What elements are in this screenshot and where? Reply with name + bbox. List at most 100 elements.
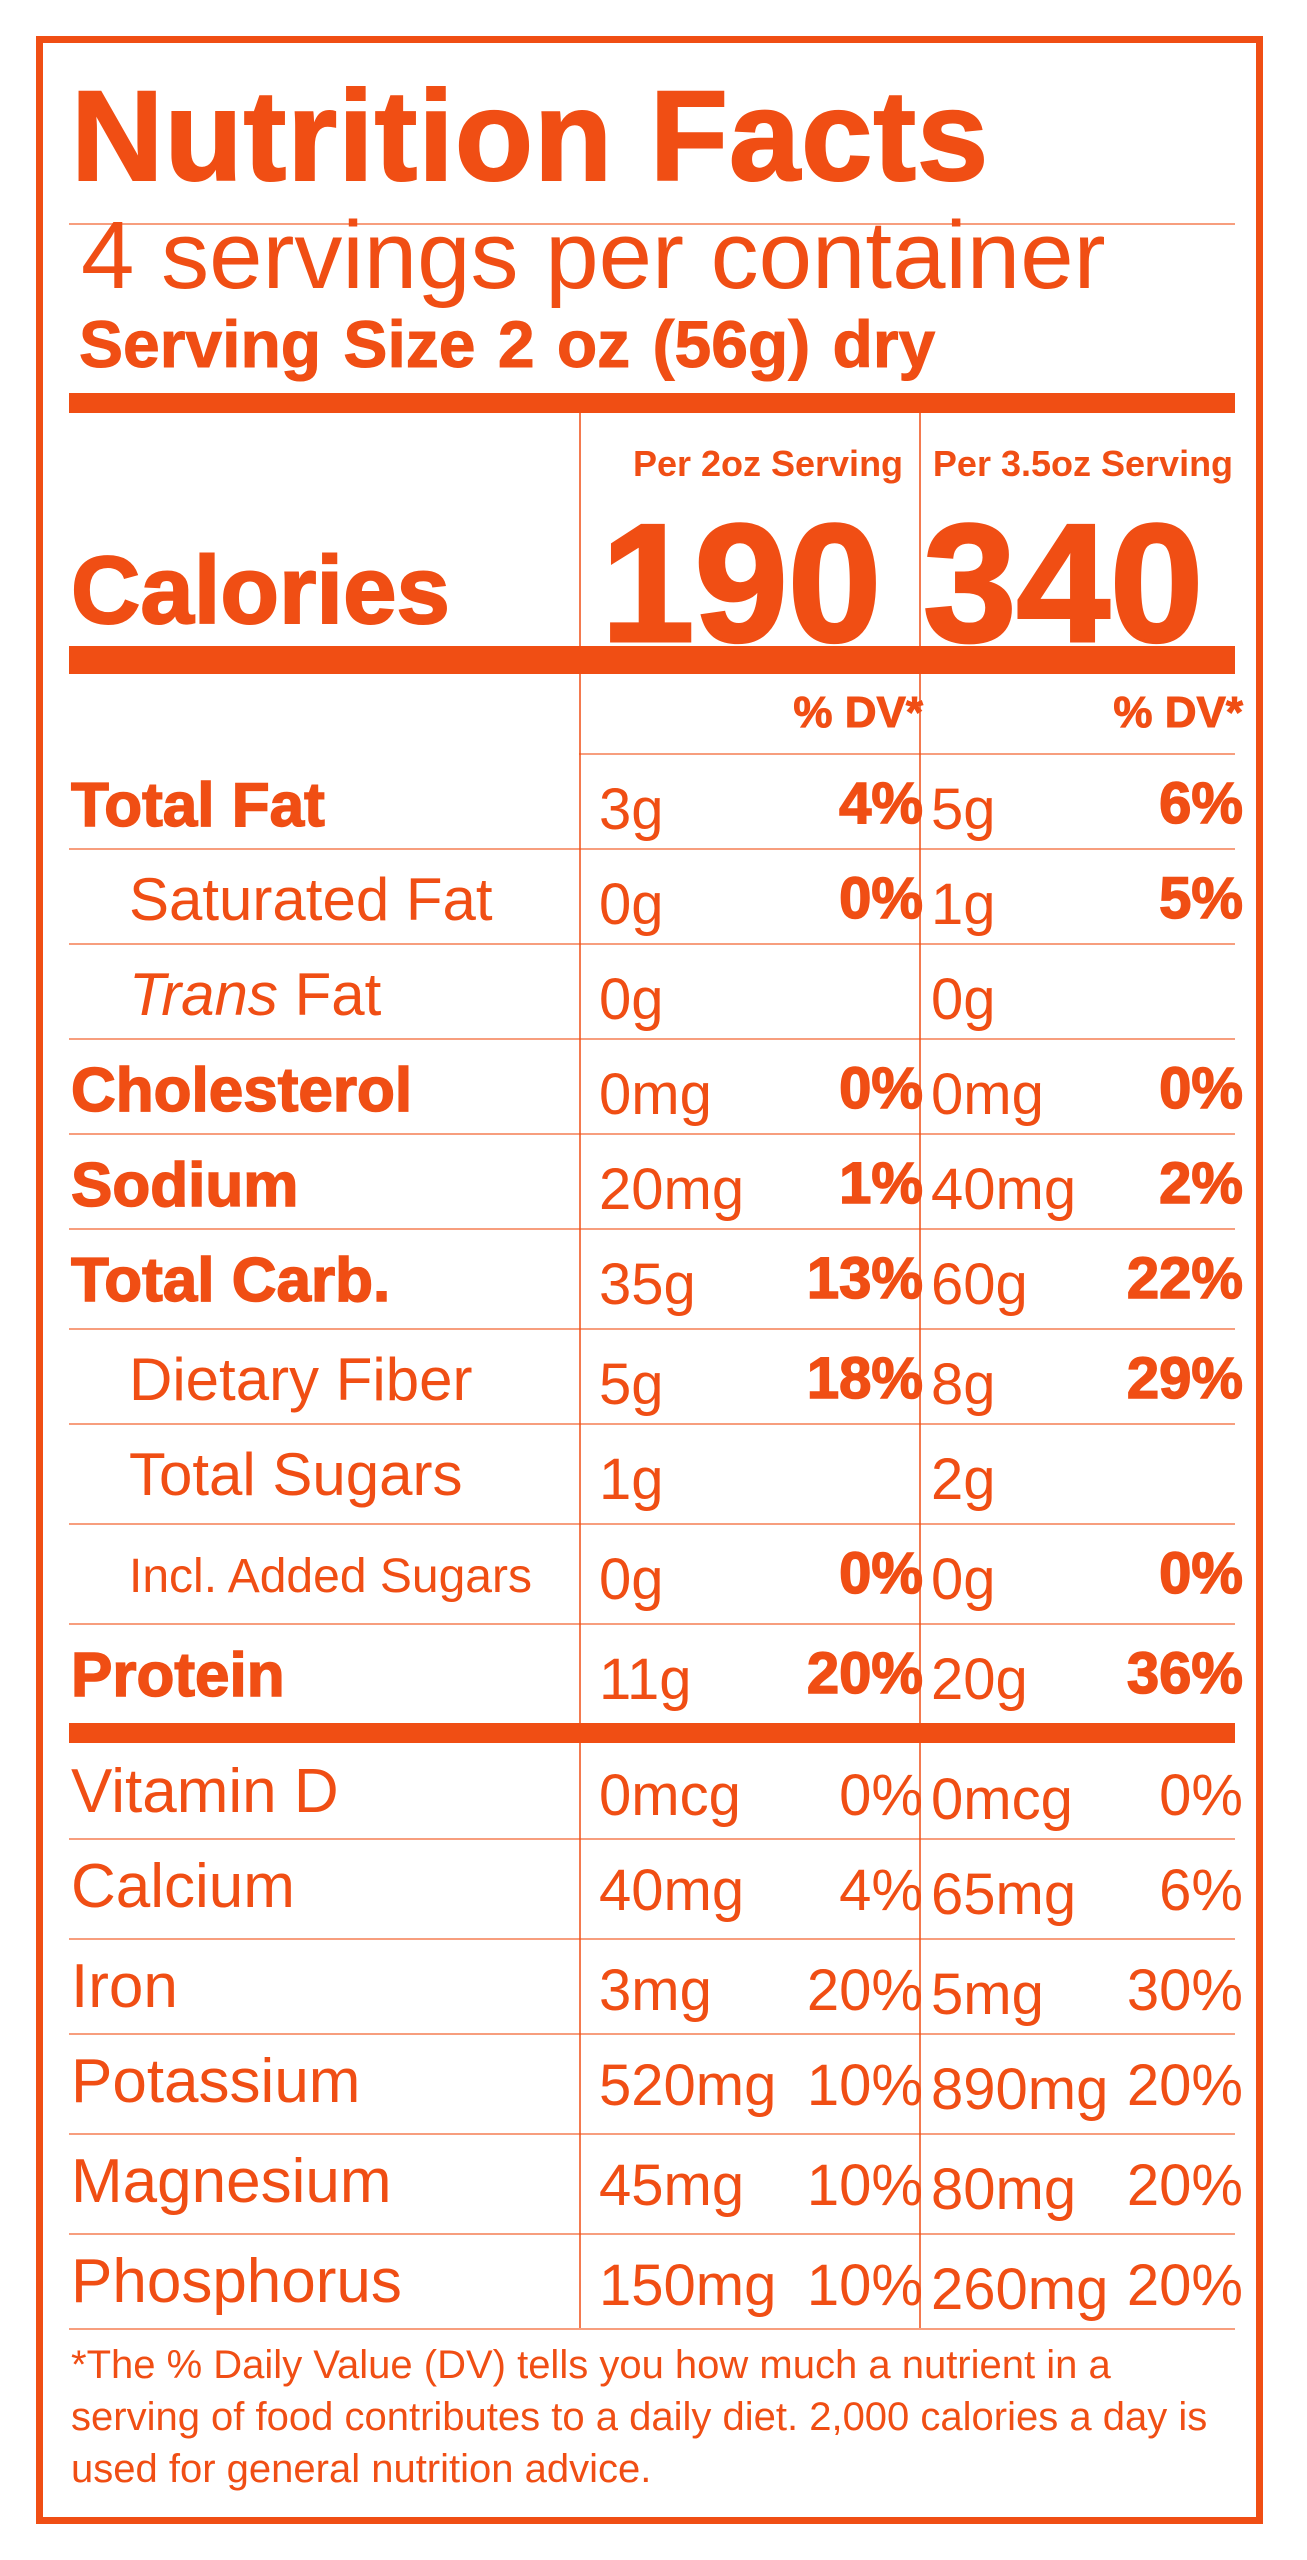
percent-dv-a: 18%: [806, 1346, 924, 1411]
nutrient-label-dietary-fiber: Dietary Fiber: [129, 1346, 473, 1413]
percent-dv-a: 0%: [839, 1763, 923, 1828]
percent-dv-b: 22%: [1126, 1246, 1244, 1311]
percent-dv-b: 6%: [1159, 1858, 1243, 1923]
percent-dv-a: 1%: [838, 1151, 923, 1216]
row-divider: [579, 753, 1235, 755]
percent-dv-a: 20%: [806, 1641, 924, 1706]
percent-dv-a: 13%: [806, 1246, 924, 1311]
calories-label: Calories: [70, 537, 451, 644]
nutrient-label-saturated-fat: Saturated Fat: [129, 866, 493, 933]
amount-b: 2g: [931, 1447, 996, 1512]
amount-a: 0g: [599, 967, 664, 1032]
column-divider-b: [919, 413, 921, 646]
column-divider-a3: [579, 1743, 581, 2328]
percent-dv-a: 20%: [806, 1958, 923, 2023]
amount-a: 5g: [599, 1352, 664, 1417]
dv-header-a: % DV*: [793, 688, 924, 738]
mineral-label-magnesium: Magnesium: [71, 2147, 392, 2216]
mineral-label-calcium: Calcium: [71, 1852, 295, 1921]
percent-dv-a: 0%: [838, 1056, 923, 1121]
column-divider-b2: [919, 674, 921, 1723]
percent-dv-b: 0%: [1158, 1056, 1243, 1121]
nutrient-label-protein: Protein: [70, 1641, 285, 1710]
nutrient-label-cholesterol: Cholesterol: [70, 1056, 413, 1125]
column-header-a: Per 2oz Serving: [632, 443, 904, 484]
mineral-label-iron: Iron: [71, 1952, 178, 2021]
row-divider: [69, 1623, 1235, 1625]
amount-a: 0g: [599, 1547, 664, 1612]
row-divider: [69, 1328, 1235, 1330]
amount-b: 0mcg: [931, 1767, 1073, 1832]
nutrient-label-incl-added-sugars: Incl. Added Sugars: [129, 1550, 532, 1603]
amount-b: 40mg: [931, 1157, 1077, 1222]
percent-dv-b: 20%: [1126, 2253, 1243, 2318]
percent-dv-b: 20%: [1126, 2053, 1243, 2118]
amount-a: 35g: [599, 1252, 696, 1317]
amount-b: 0mg: [931, 1062, 1044, 1127]
calories-value-b: 340: [921, 489, 1204, 677]
nutrient-label-trans-fat: Trans Fat: [129, 965, 381, 1025]
nutrient-label-sodium: Sodium: [70, 1151, 299, 1220]
amount-a: 3mg: [599, 1958, 712, 2023]
amount-b: 1g: [931, 872, 996, 937]
percent-dv-b: 20%: [1126, 2153, 1243, 2218]
nutrient-label-total-fat: Total Fat: [70, 771, 325, 840]
row-divider: [69, 1838, 1235, 1840]
amount-a: 40mg: [599, 1858, 745, 1923]
nutrient-label-total-sugars: Total Sugars: [129, 1441, 463, 1508]
column-divider-a2: [579, 674, 581, 1723]
footnote: *The % Daily Value (DV) tells you how mu…: [71, 2343, 1208, 2491]
amount-b: 20g: [931, 1647, 1028, 1712]
amount-b: 5g: [931, 777, 996, 842]
percent-dv-b: 30%: [1126, 1958, 1243, 2023]
amount-a: 20mg: [599, 1157, 745, 1222]
amount-a: 11g: [599, 1647, 692, 1712]
percent-dv-a: 10%: [806, 2053, 923, 2118]
row-divider: [69, 1038, 1235, 1040]
title-divider: [69, 223, 1235, 225]
amount-b: 260mg: [931, 2257, 1109, 2322]
percent-dv-b: 0%: [1159, 1763, 1243, 1828]
row-divider: [69, 1228, 1235, 1230]
amount-a: 150mg: [599, 2253, 777, 2318]
column-header-b: Per 3.5oz Serving: [932, 443, 1234, 484]
percent-dv-b: 2%: [1158, 1151, 1243, 1216]
amount-a: 3g: [599, 777, 664, 842]
amount-a: 0g: [599, 872, 664, 937]
amount-a: 1g: [599, 1447, 664, 1512]
row-divider: [69, 848, 1235, 850]
row-divider: [69, 1133, 1235, 1135]
thick-rule-calories: [69, 646, 1235, 674]
row-divider: [69, 2133, 1235, 2135]
nutrient-label-italic: Trans: [129, 961, 278, 1028]
percent-dv-a: 10%: [806, 2153, 923, 2218]
mineral-label-vitamin-d: Vitamin D: [71, 1757, 339, 1826]
percent-dv-a: 4%: [838, 771, 923, 836]
row-divider: [69, 2033, 1235, 2035]
amount-b: 65mg: [931, 1862, 1077, 1927]
amount-b: 0g: [931, 967, 996, 1032]
footnote-divider: [69, 2328, 1235, 2330]
percent-dv-b: 29%: [1126, 1346, 1244, 1411]
column-divider-b3: [919, 1743, 921, 2328]
amount-a: 520mg: [599, 2053, 777, 2118]
nutrient-label-rest: Fat: [277, 961, 382, 1028]
percent-dv-b: 0%: [1158, 1541, 1243, 1606]
percent-dv-a: 0%: [838, 866, 923, 931]
percent-dv-a: 10%: [806, 2253, 923, 2318]
row-divider: [69, 943, 1235, 945]
amount-b: 60g: [931, 1252, 1028, 1317]
mineral-label-phosphorus: Phosphorus: [71, 2247, 402, 2316]
calories-value-a: 190: [599, 489, 882, 677]
percent-dv-a: 4%: [839, 1858, 923, 1923]
row-divider: [69, 1423, 1235, 1425]
servings-per-container: 4 servings per container: [81, 202, 1106, 309]
percent-dv-a: 0%: [838, 1541, 923, 1606]
column-divider-a: [579, 413, 581, 646]
amount-a: 0mcg: [599, 1763, 741, 1828]
thick-rule-minerals: [69, 1723, 1235, 1743]
row-divider: [69, 1938, 1235, 1940]
percent-dv-b: 5%: [1158, 866, 1243, 931]
serving-size: Serving Size 2 oz (56g) dry: [78, 307, 936, 381]
amount-b: 890mg: [931, 2057, 1109, 2122]
